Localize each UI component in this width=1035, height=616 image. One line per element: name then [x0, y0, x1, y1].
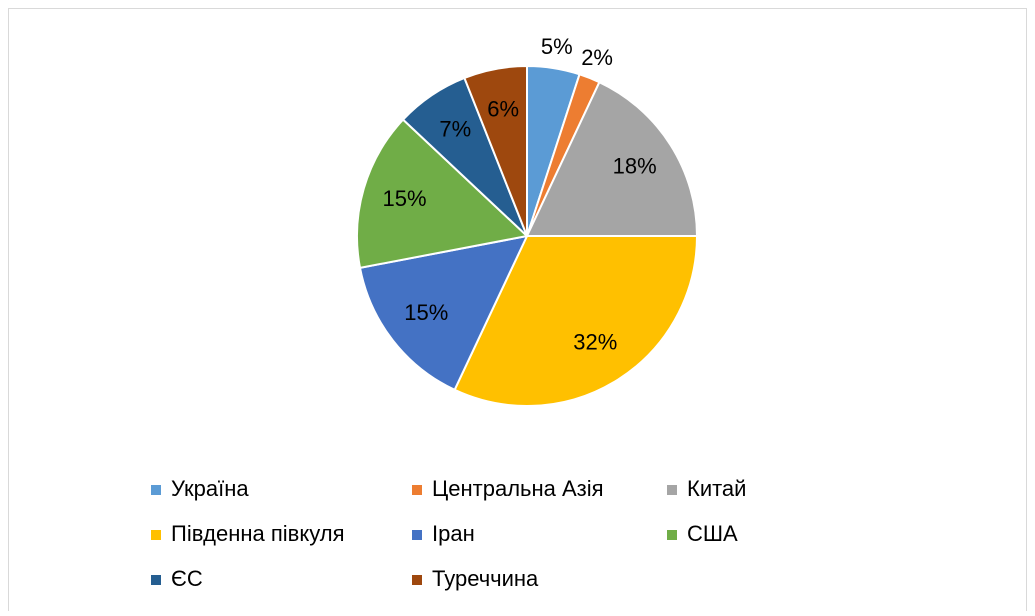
pie-slice: [525, 80, 699, 237]
legend-marker: [151, 485, 161, 495]
legend-marker: [667, 485, 677, 495]
legend-marker: [412, 530, 422, 540]
legend-marker: [151, 530, 161, 540]
legend-label: США: [687, 521, 738, 546]
legend-label: Іран: [432, 521, 475, 546]
legend-label: Південна півкуля: [171, 521, 345, 546]
data-label: 18%: [613, 153, 657, 178]
legend-label: ЄС: [171, 566, 203, 591]
data-label: 15%: [383, 186, 427, 211]
pie-slice: [453, 235, 699, 407]
data-label: 6%: [487, 97, 519, 122]
legend-marker: [667, 530, 677, 540]
legend-label: Центральна Азія: [432, 476, 604, 501]
legend-label: Україна: [171, 476, 249, 501]
legend-marker: [151, 575, 161, 585]
data-label: 7%: [439, 116, 471, 141]
pie-slice: [463, 64, 528, 237]
pie-slice: [358, 234, 529, 392]
data-label: 32%: [573, 329, 617, 354]
pie-slice: [356, 118, 530, 270]
legend-label: Китай: [687, 476, 746, 501]
legend-marker: [412, 575, 422, 585]
data-label: 2%: [581, 45, 613, 70]
data-label: 5%: [541, 34, 573, 59]
legend-label: Туреччина: [432, 566, 539, 591]
legend-marker: [412, 485, 422, 495]
data-label: 15%: [404, 300, 448, 325]
